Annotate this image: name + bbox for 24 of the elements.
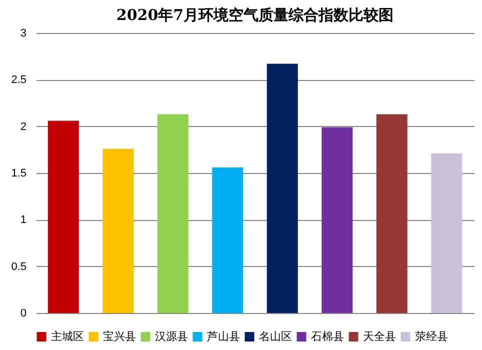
bar (376, 114, 408, 313)
bar (212, 167, 244, 313)
legend-label: 石棉县 (311, 330, 344, 343)
legend-label: 名山区 (259, 330, 292, 343)
legend-label: 荥经县 (415, 330, 448, 343)
y-tick-label: 1.5 (11, 168, 26, 180)
bar (431, 153, 462, 313)
legend-label: 主城区 (51, 330, 84, 343)
y-tick-label: 2 (20, 120, 26, 133)
bar (48, 120, 79, 313)
legend-label: 天全县 (363, 330, 396, 343)
y-tick-label: 3 (20, 28, 26, 40)
bar (102, 148, 134, 313)
bar (322, 127, 353, 313)
y-tick-label: 0.5 (11, 260, 26, 273)
y-tick-label: 2.5 (11, 74, 26, 86)
legend-label: 芦山县 (207, 330, 240, 343)
y-tick-label: 0 (20, 308, 26, 320)
legend-label: 汉源县 (155, 330, 188, 343)
bar (157, 114, 188, 313)
chart-title: 2020年7月环境空气质量综合指数比较图 (116, 6, 394, 24)
bar (266, 64, 298, 313)
y-tick-label: 1 (20, 214, 26, 226)
legend-label: 宝兴县 (103, 330, 136, 343)
